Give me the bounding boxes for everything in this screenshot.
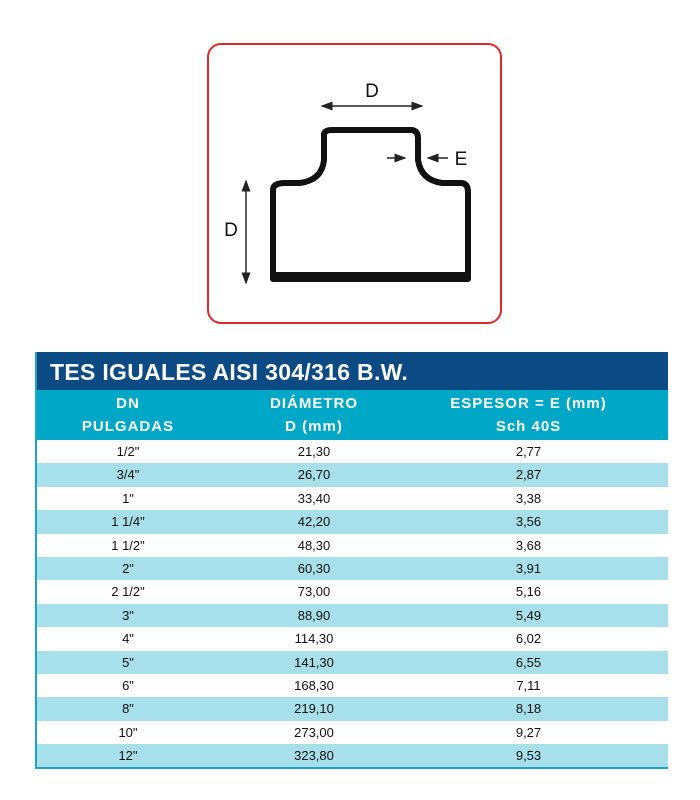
cell-dn: 1" <box>122 490 134 506</box>
cell-diameter: 33,40 <box>297 490 331 506</box>
cell-thickness: 9,53 <box>515 748 542 764</box>
header-dn-line2: PULGADAS <box>81 418 175 435</box>
table-row: 3" 88,90 5,49 <box>37 603 668 628</box>
cell-thickness: 7,11 <box>516 677 541 693</box>
cell-dn: 3/4" <box>116 467 140 483</box>
cell-thickness: 9,27 <box>515 724 542 740</box>
table-row: 10" 273,00 9,27 <box>37 720 668 745</box>
cell-diameter: 141,30 <box>294 654 334 670</box>
cell-dn: 1 1/2" <box>111 537 145 553</box>
thickness-label: E <box>455 149 468 170</box>
table-title: TES IGUALES AISI 304/316 B.W. <box>37 352 668 390</box>
table-row: 1 1/4" 42,20 3,56 <box>37 510 668 534</box>
cell-thickness: 2,87 <box>515 467 542 483</box>
table-row: 2 1/2" 73,00 5,16 <box>37 580 668 604</box>
cell-dn: 6" <box>122 677 134 693</box>
table-row: 5" 141,30 6,55 <box>37 650 668 674</box>
cell-diameter: 60,30 <box>297 560 331 576</box>
cell-dn: 8" <box>122 701 134 717</box>
cell-diameter: 273,00 <box>294 724 334 740</box>
header-thickness-line2: Sch 40S <box>495 418 562 435</box>
cell-diameter: 219,10 <box>294 701 334 717</box>
table-row: 1" 33,40 3,38 <box>37 486 668 511</box>
header-diameter: DIÁMETRO D (mm) <box>219 390 409 440</box>
cell-dn: 1/2" <box>116 444 140 459</box>
cell-diameter: 42,20 <box>297 514 331 530</box>
cell-thickness: 3,56 <box>515 514 542 530</box>
diameter-label-top: D <box>365 81 379 102</box>
header-thickness-line1: ESPESOR = E (mm) <box>450 395 607 412</box>
diameter-label-side: D <box>224 220 238 241</box>
header-thickness: ESPESOR = E (mm) Sch 40S <box>409 390 668 440</box>
header-diameter-line2: D (mm) <box>285 418 343 435</box>
cell-diameter: 48,30 <box>297 537 331 553</box>
cell-thickness: 8,18 <box>515 701 542 717</box>
table-row: 12" 323,80 9,53 <box>37 744 668 768</box>
cell-diameter: 73,00 <box>297 584 331 600</box>
header-dn: DN PULGADAS <box>37 390 219 440</box>
cell-thickness: 3,91 <box>515 560 542 576</box>
cell-diameter: 168,30 <box>294 677 334 693</box>
cell-diameter: 26,70 <box>297 467 331 483</box>
table-row: 4" 114,30 6,02 <box>37 627 668 651</box>
cell-thickness: 6,55 <box>515 654 542 670</box>
table-row: 1/2" 21,30 2,77 <box>37 440 668 464</box>
cell-thickness: 6,02 <box>515 631 542 647</box>
diagram-frame <box>207 43 502 324</box>
tee-bottom-wall <box>271 272 470 280</box>
cell-thickness: 2,77 <box>515 444 542 459</box>
table-row: 8" 219,10 8,18 <box>37 697 668 721</box>
table-header: DN PULGADAS DIÁMETRO D (mm) ESPESOR = E (m… <box>37 390 668 440</box>
cell-dn: 4" <box>122 631 134 647</box>
cell-thickness: 3,68 <box>515 537 542 553</box>
cell-thickness: 5,16 <box>515 584 542 600</box>
cell-dn: 12" <box>118 748 138 764</box>
cell-diameter: 88,90 <box>297 607 331 623</box>
table-row: 2" 60,30 3,91 <box>37 556 668 581</box>
cell-dn: 10" <box>118 724 138 740</box>
cell-thickness: 3,38 <box>515 490 542 506</box>
tee-diagram: D D E <box>207 43 502 324</box>
table-body: 1/2" 21,30 2,77 3/4" 26,70 2,87 1" 33,40 3,38 1 1… <box>37 440 668 768</box>
cell-dn: 3" <box>122 607 134 623</box>
tee-outline <box>270 127 471 282</box>
cell-thickness: 5,49 <box>515 607 542 623</box>
cell-diameter: 323,80 <box>294 748 334 764</box>
cell-dn: 5" <box>122 654 134 670</box>
cell-dn: 2" <box>122 560 134 576</box>
cell-diameter: 114,30 <box>294 631 334 647</box>
cell-diameter: 21,30 <box>297 444 331 459</box>
header-diameter-line1: DIÁMETRO <box>270 395 358 412</box>
cell-dn: 2 1/2" <box>111 584 145 600</box>
table-row: 1 1/2" 48,30 3,68 <box>37 533 668 557</box>
table-row: 6" 168,30 7,11 <box>37 673 668 698</box>
header-dn-line1: DN <box>116 395 140 412</box>
table-row: 3/4" 26,70 2,87 <box>37 463 668 487</box>
cell-dn: 1 1/4" <box>111 514 145 530</box>
dimensions-table: TES IGUALES AISI 304/316 B.W. DN PULGADAS… <box>35 352 668 770</box>
